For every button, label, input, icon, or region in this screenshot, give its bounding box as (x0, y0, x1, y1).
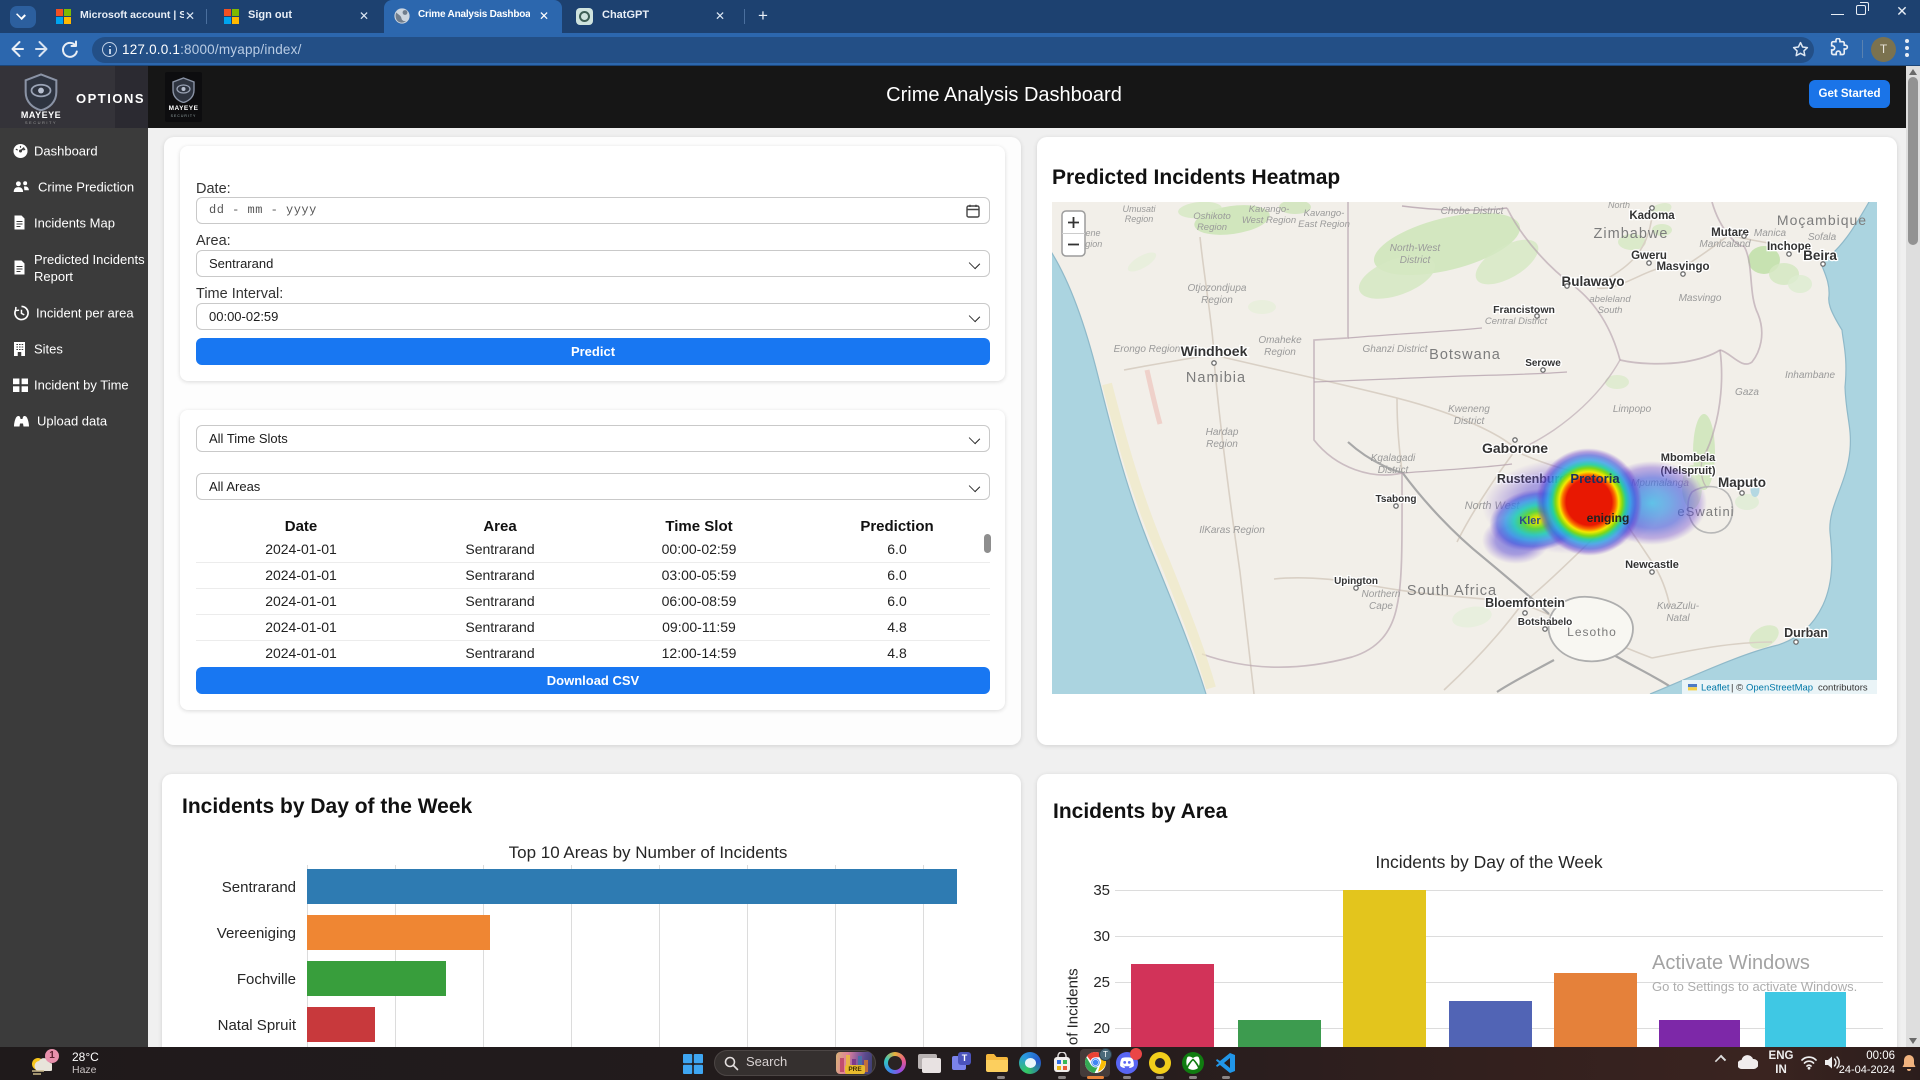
svg-text:Kavango-: Kavango- (1249, 204, 1290, 215)
svg-text:Upington: Upington (1334, 576, 1378, 587)
svg-text:Namibia: Namibia (1186, 370, 1246, 386)
svg-text:West Region: West Region (1242, 215, 1296, 226)
svg-text:Central District: Central District (1485, 316, 1548, 327)
svg-text:Manicaland: Manicaland (1699, 239, 1751, 250)
svg-text:Pretoria: Pretoria (1570, 471, 1620, 486)
svg-text:Erongo Region: Erongo Region (1114, 344, 1181, 355)
svg-text:Mutare: Mutare (1711, 227, 1749, 239)
svg-text:Newcastle: Newcastle (1625, 559, 1679, 571)
svg-text:Chobe District: Chobe District (1441, 206, 1505, 217)
svg-text:East Region: East Region (1298, 219, 1350, 230)
svg-text:District: District (1454, 416, 1486, 427)
svg-text:Botswana: Botswana (1429, 347, 1501, 363)
svg-text:Gaza: Gaza (1735, 387, 1759, 398)
svg-text:Gaborone: Gaborone (1482, 440, 1548, 456)
svg-text:Ghanzi District: Ghanzi District (1362, 344, 1428, 355)
svg-text:Gweru: Gweru (1631, 250, 1667, 262)
svg-text:Kadoma: Kadoma (1629, 210, 1675, 222)
svg-text:contributors: contributors (1818, 683, 1868, 694)
svg-text:Umusati: Umusati (1122, 204, 1156, 214)
svg-text:North: North (1608, 202, 1630, 210)
svg-text:Windhoek: Windhoek (1181, 343, 1248, 359)
svg-text:Kler: Kler (1519, 515, 1541, 527)
svg-text:Durban: Durban (1784, 626, 1828, 640)
svg-text:Region: Region (1197, 222, 1227, 233)
svg-text:Northern: Northern (1362, 589, 1401, 600)
svg-text:Hardap: Hardap (1206, 427, 1239, 438)
svg-text:Region: Region (1264, 347, 1296, 358)
svg-text:Otjozondjupa: Otjozondjupa (1188, 283, 1247, 294)
svg-text:KwaZulu-: KwaZulu- (1657, 601, 1700, 612)
svg-text:Francistown: Francistown (1493, 304, 1555, 316)
svg-text:Inchope: Inchope (1767, 241, 1811, 253)
svg-text:Maputo: Maputo (1718, 475, 1766, 490)
svg-text:Manica: Manica (1754, 228, 1787, 239)
svg-text:Masvingo: Masvingo (1656, 261, 1709, 273)
svg-text:Kweneng: Kweneng (1448, 404, 1490, 415)
svg-text:Leaflet: Leaflet (1701, 683, 1730, 694)
svg-text:Cape: Cape (1369, 601, 1393, 612)
svg-text:Region: Region (1206, 439, 1238, 450)
svg-text:District: District (1400, 255, 1432, 266)
svg-text:Natal: Natal (1666, 613, 1690, 624)
svg-text:Kavango-: Kavango- (1304, 208, 1345, 219)
svg-text:Mbombela: Mbombela (1661, 452, 1716, 464)
svg-text:Inhambane: Inhambane (1785, 370, 1835, 381)
svg-text:Region: Region (1125, 214, 1154, 224)
svg-text:Tsabong: Tsabong (1376, 494, 1417, 505)
svg-text:Sofala: Sofala (1808, 232, 1837, 243)
svg-text:Bloemfontein: Bloemfontein (1485, 596, 1565, 610)
svg-text:eniging: eniging (1587, 511, 1630, 525)
svg-text:| ©: | © (1731, 683, 1743, 694)
svg-text:IlKaras Region: IlKaras Region (1199, 525, 1265, 536)
svg-text:Serowe: Serowe (1525, 358, 1561, 369)
svg-text:North-West: North-West (1390, 243, 1442, 254)
svg-text:South: South (1598, 305, 1623, 316)
svg-text:Lesotho: Lesotho (1567, 625, 1617, 639)
svg-text:Omaheke: Omaheke (1258, 335, 1302, 346)
svg-text:Kgalagadi: Kgalagadi (1371, 453, 1416, 464)
svg-text:Region: Region (1074, 239, 1103, 249)
svg-text:South Africa: South Africa (1407, 583, 1497, 599)
svg-text:Botshabelo: Botshabelo (1518, 617, 1572, 628)
svg-text:Oshikoto: Oshikoto (1193, 211, 1231, 222)
svg-text:Bulawayo: Bulawayo (1561, 274, 1624, 289)
svg-text:Moçambique: Moçambique (1777, 212, 1867, 228)
svg-text:OpenStreetMap: OpenStreetMap (1746, 683, 1813, 694)
svg-text:abeleland: abeleland (1589, 294, 1631, 305)
svg-text:District: District (1378, 465, 1410, 476)
svg-text:Limpopo: Limpopo (1613, 404, 1652, 415)
svg-text:unene: unene (1075, 228, 1100, 238)
svg-text:Region: Region (1201, 295, 1233, 306)
svg-text:Zimbabwe: Zimbabwe (1594, 226, 1669, 242)
svg-text:Beira: Beira (1803, 248, 1837, 263)
svg-text:Masvingo: Masvingo (1679, 293, 1722, 304)
